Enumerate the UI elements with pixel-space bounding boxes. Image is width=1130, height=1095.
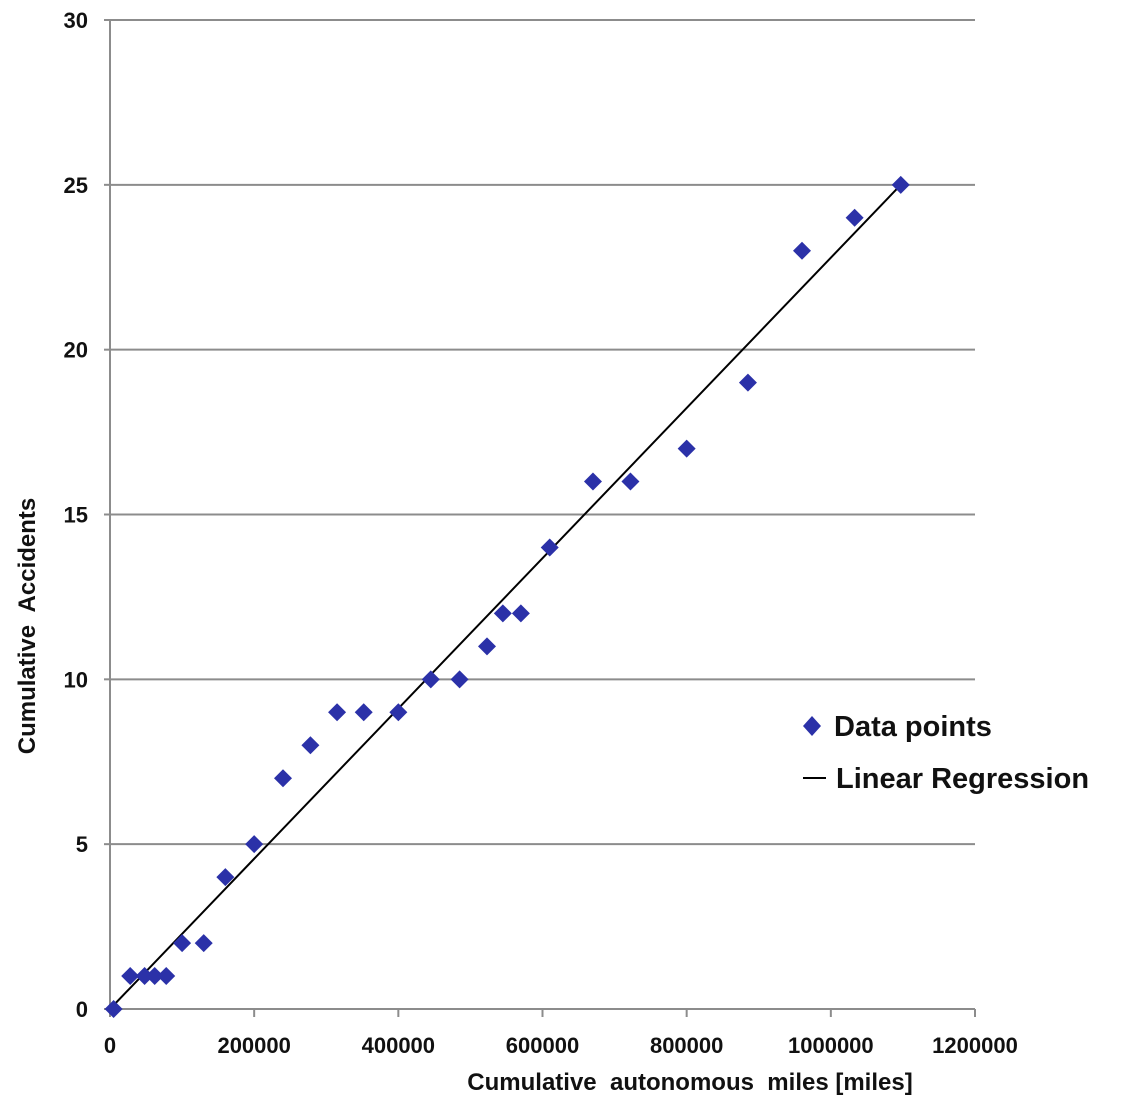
x-tick-label: 200000	[217, 1033, 290, 1058]
x-tick-label: 400000	[362, 1033, 435, 1058]
data-point	[194, 934, 213, 953]
regression-line	[109, 184, 902, 1010]
data-point	[145, 967, 164, 986]
data-point	[493, 604, 512, 623]
data-point	[845, 208, 864, 227]
data-point	[328, 703, 347, 722]
data-point	[583, 472, 602, 491]
y-tick-label: 30	[64, 8, 88, 33]
data-point	[540, 538, 559, 557]
x-tick-label: 1000000	[788, 1033, 874, 1058]
data-point	[511, 604, 530, 623]
data-point	[104, 1000, 123, 1018]
legend-label-data-points: Data points	[834, 711, 992, 743]
x-tick-labels: 0 200000 400000 600000 800000 1000000 1200000	[104, 1033, 1018, 1058]
y-tick-label: 15	[64, 503, 88, 528]
y-tick-label: 20	[64, 338, 88, 363]
data-point	[135, 967, 154, 986]
x-tick-label: 600000	[506, 1033, 579, 1058]
data-point	[173, 934, 192, 953]
y-tick-label: 0	[76, 997, 88, 1022]
grid-lines	[110, 19, 975, 846]
y-tick-label: 5	[76, 832, 88, 857]
data-point	[450, 670, 469, 689]
data-point	[354, 703, 373, 722]
data-point	[677, 439, 696, 458]
data-point	[121, 967, 140, 986]
data-point	[274, 769, 292, 788]
legend: Data points Linear Regression	[803, 711, 1089, 795]
data-point	[738, 373, 757, 392]
data-point	[389, 703, 408, 722]
x-tick-label: 800000	[650, 1033, 723, 1058]
x-tick-label: 1200000	[932, 1033, 1018, 1058]
regression-series	[109, 184, 902, 1010]
legend-label-linear-regression: Linear Regression	[836, 763, 1089, 795]
x-tick-label: 0	[104, 1033, 116, 1058]
data-point	[477, 637, 496, 656]
data-point	[245, 835, 264, 854]
y-tick-label: 10	[64, 667, 88, 692]
y-tick-labels: 0 5 10 15 20 25 30	[64, 8, 88, 1022]
data-point	[793, 241, 811, 260]
data-points-series	[104, 175, 910, 1018]
legend-diamond-icon	[803, 716, 821, 736]
data-point	[301, 736, 320, 755]
data-point	[216, 868, 235, 887]
data-point	[421, 670, 440, 689]
data-point	[891, 175, 910, 194]
axes	[104, 19, 976, 1017]
y-tick-label: 25	[64, 173, 88, 198]
data-point	[621, 472, 640, 491]
x-axis-title: Cumulative autonomous miles [miles]	[467, 1069, 912, 1095]
data-point	[157, 967, 176, 986]
y-axis-title: Cumulative Accidents	[14, 498, 41, 755]
